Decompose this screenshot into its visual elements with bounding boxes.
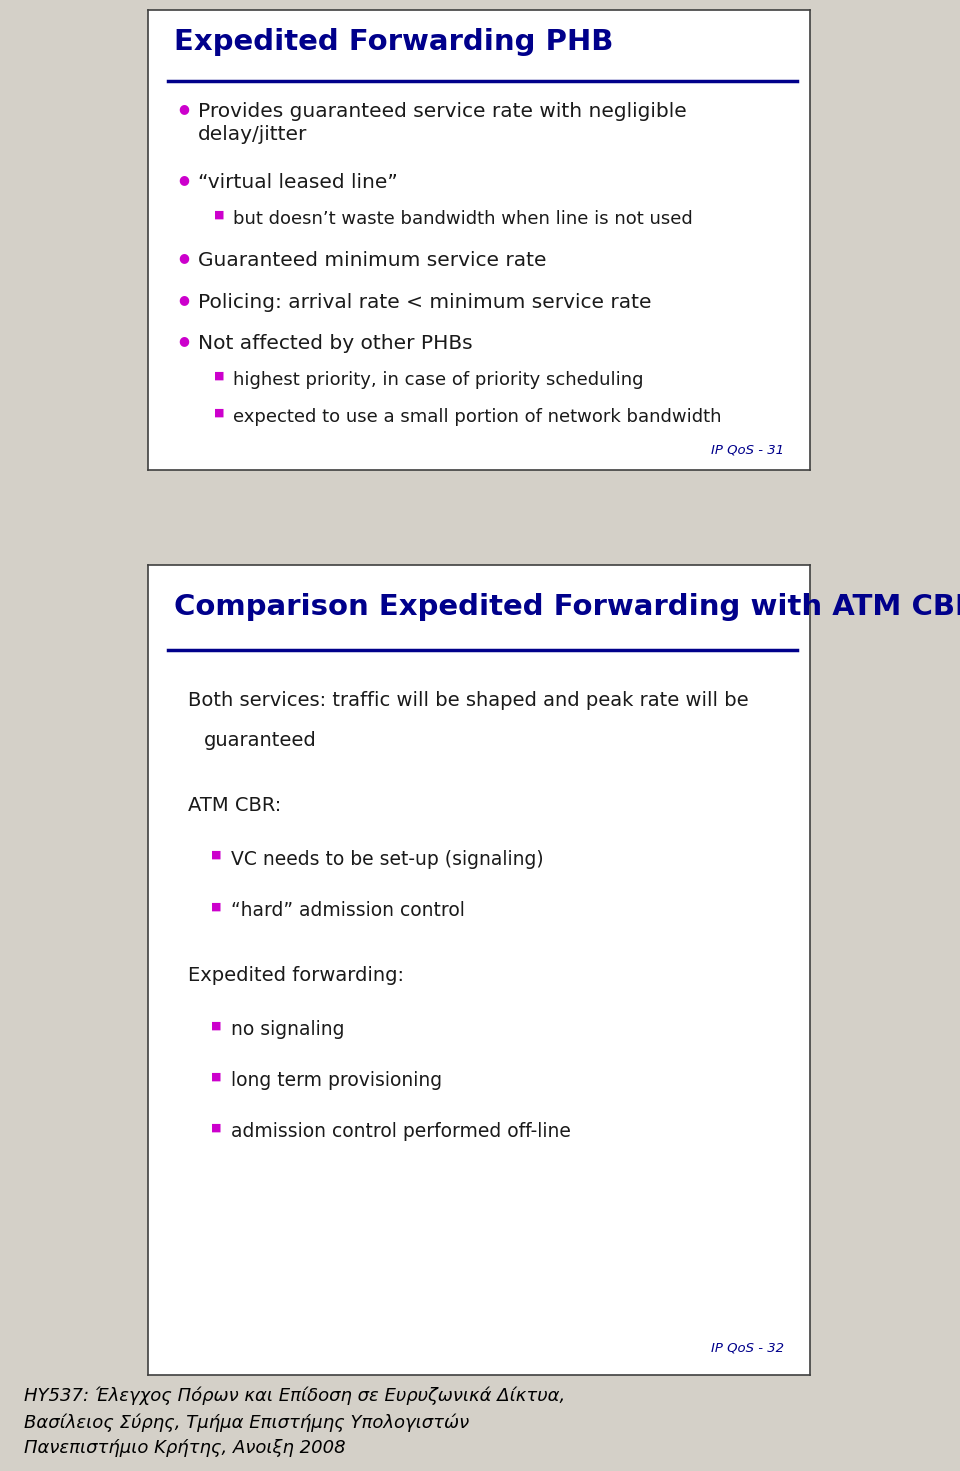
Text: ■: ■ [214,371,225,381]
Text: ■: ■ [211,850,222,861]
Text: Provides guaranteed service rate with negligible
delay/jitter: Provides guaranteed service rate with ne… [198,101,686,144]
Text: ●: ● [178,334,189,347]
Text: ●: ● [178,174,189,187]
Text: ■: ■ [211,902,222,911]
Text: highest priority, in case of priority scheduling: highest priority, in case of priority sc… [232,371,643,390]
Text: Both services: traffic will be shaped and peak rate will be: Both services: traffic will be shaped an… [188,690,749,709]
Text: ●: ● [178,101,189,115]
Text: guaranteed: guaranteed [204,731,317,750]
Text: Expedited forwarding:: Expedited forwarding: [188,966,404,986]
Text: VC needs to be set-up (signaling): VC needs to be set-up (signaling) [230,850,543,869]
Text: Comparison Expedited Forwarding with ATM CBR: Comparison Expedited Forwarding with ATM… [175,593,960,621]
Text: ●: ● [178,293,189,306]
Text: Guaranteed minimum service rate: Guaranteed minimum service rate [198,252,546,271]
Text: IP QoS - 31: IP QoS - 31 [710,443,783,456]
Text: Policing: arrival rate < minimum service rate: Policing: arrival rate < minimum service… [198,293,651,312]
Text: expected to use a small portion of network bandwidth: expected to use a small portion of netwo… [232,407,721,427]
Text: IP QoS - 32: IP QoS - 32 [710,1342,783,1355]
Text: ATM CBR:: ATM CBR: [188,796,281,815]
Text: “hard” admission control: “hard” admission control [230,902,465,921]
Text: Expedited Forwarding PHB: Expedited Forwarding PHB [175,28,613,56]
Text: ■: ■ [211,1021,222,1030]
Text: ■: ■ [214,407,225,418]
Text: HY537: Έλεγχος Πόρων και Επίδοση σε Ευρυζωνικά Δίκτυα,
Βασίλειος Σύρης, Τμήμα Επ: HY537: Έλεγχος Πόρων και Επίδοση σε Ευρυ… [24,1387,565,1458]
Text: ■: ■ [214,210,225,221]
Text: Not affected by other PHBs: Not affected by other PHBs [198,334,472,353]
Text: admission control performed off-line: admission control performed off-line [230,1122,570,1141]
Text: but doesn’t waste bandwidth when line is not used: but doesn’t waste bandwidth when line is… [232,210,692,228]
Text: ■: ■ [211,1071,222,1081]
Text: “virtual leased line”: “virtual leased line” [198,174,397,193]
Text: ■: ■ [211,1122,222,1133]
Text: ●: ● [178,252,189,265]
Text: no signaling: no signaling [230,1021,345,1039]
Text: long term provisioning: long term provisioning [230,1071,442,1090]
